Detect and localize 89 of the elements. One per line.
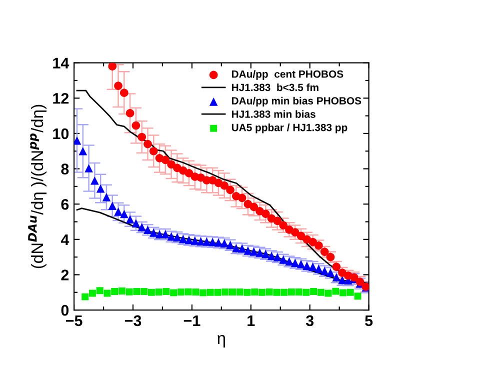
legend-label: UA5 ppbar / HJ1.383 pp	[232, 124, 348, 134]
y-axis-title: (dN$^{DAu}$/dη )/(dN$^{pp}$/dη)	[28, 104, 46, 268]
point	[90, 176, 99, 185]
point	[251, 288, 258, 296]
legend-label: HJ1.383 b<3.5 fm	[232, 83, 318, 92]
point	[238, 194, 246, 202]
point	[102, 193, 111, 202]
point	[82, 293, 89, 300]
point	[126, 288, 133, 296]
point	[161, 156, 170, 164]
point	[295, 288, 302, 296]
point	[148, 288, 155, 296]
point	[214, 288, 222, 296]
point	[332, 288, 340, 295]
point	[133, 288, 140, 295]
point	[96, 184, 105, 193]
point	[78, 146, 88, 156]
point	[222, 288, 229, 296]
point	[206, 288, 214, 296]
point	[120, 210, 128, 218]
point	[340, 289, 346, 296]
x-tick-label: −3	[124, 315, 142, 326]
point	[132, 219, 140, 228]
point	[126, 215, 134, 224]
point	[108, 202, 117, 210]
point	[74, 136, 82, 145]
point	[279, 221, 288, 230]
point	[354, 292, 362, 300]
point	[192, 288, 200, 296]
point	[104, 290, 111, 297]
point	[84, 164, 93, 172]
point	[111, 288, 118, 295]
y-tick-label: 6	[61, 198, 69, 210]
point	[280, 288, 288, 296]
point	[170, 289, 178, 296]
y-tick-label: 2	[61, 270, 69, 280]
point	[302, 288, 310, 296]
point	[177, 288, 184, 296]
point	[324, 290, 332, 297]
y-tick-label: 10	[53, 128, 69, 140]
point	[96, 287, 104, 294]
point	[120, 88, 128, 98]
point	[138, 132, 146, 142]
point	[346, 288, 354, 296]
point	[250, 202, 258, 212]
point	[317, 288, 324, 296]
point	[261, 210, 270, 218]
y-tick-label: 4	[60, 234, 70, 245]
x-axis-title: η	[218, 335, 225, 348]
point	[200, 289, 206, 296]
point	[140, 288, 148, 295]
point	[118, 288, 126, 294]
point	[184, 288, 192, 296]
point	[290, 228, 300, 237]
x-tick-label: −1	[184, 315, 200, 326]
point	[266, 288, 273, 296]
point	[126, 108, 134, 118]
point	[296, 232, 306, 240]
x-tick-label: 3	[306, 315, 314, 326]
y-tick-label: 0	[61, 304, 69, 316]
y-tick-label: 8	[61, 164, 69, 174]
point	[236, 288, 244, 296]
point	[258, 288, 266, 296]
point	[108, 62, 117, 71]
point	[244, 288, 251, 296]
point	[155, 288, 162, 296]
point	[220, 181, 229, 190]
legend-label: HJ1.383 min bias	[232, 110, 316, 118]
point	[149, 146, 158, 156]
point	[162, 288, 170, 295]
x-tick-label: 5	[365, 315, 373, 326]
point	[89, 290, 96, 297]
x-tick-label: −5	[66, 315, 82, 326]
point	[167, 160, 176, 169]
point	[144, 140, 152, 148]
point	[132, 121, 140, 130]
legend-label: DAu/pp cent PHOBOS	[232, 70, 344, 80]
point	[114, 208, 122, 216]
point	[273, 288, 280, 296]
point	[114, 82, 122, 90]
y-tick-label: 12	[53, 93, 69, 104]
y-tick-label: 14	[53, 58, 70, 68]
x-tick-label: 1	[248, 315, 255, 326]
point	[288, 288, 295, 296]
point	[226, 186, 234, 194]
legend-label: DAu/pp min bias PHOBOS	[232, 96, 362, 107]
point	[310, 288, 318, 295]
point	[273, 216, 282, 226]
point	[229, 288, 236, 296]
